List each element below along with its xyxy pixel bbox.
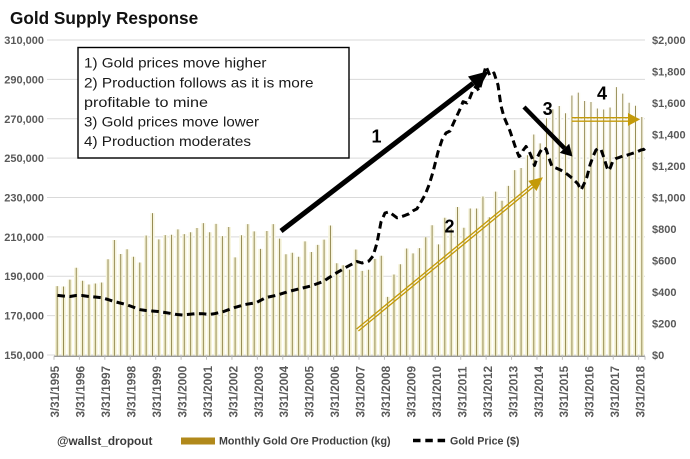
svg-text:$1,000: $1,000 <box>652 193 686 205</box>
svg-text:3/31/2002: 3/31/2002 <box>227 366 240 418</box>
svg-text:$2,000: $2,000 <box>652 35 686 47</box>
svg-text:310,000: 310,000 <box>4 35 44 47</box>
svg-text:3/31/1995: 3/31/1995 <box>49 365 62 417</box>
svg-text:3/31/2009: 3/31/2009 <box>406 365 419 417</box>
svg-text:1: 1 <box>371 127 381 147</box>
svg-text:3/31/1996: 3/31/1996 <box>75 365 88 417</box>
svg-text:290,000: 290,000 <box>4 74 44 86</box>
svg-text:3/31/2007: 3/31/2007 <box>355 366 368 418</box>
svg-text:170,000: 170,000 <box>4 311 44 323</box>
svg-text:3/31/2006: 3/31/2006 <box>329 365 342 417</box>
svg-text:$1,200: $1,200 <box>652 161 686 173</box>
svg-text:3/31/2011: 3/31/2011 <box>456 366 469 417</box>
svg-text:3: 3 <box>543 99 553 119</box>
svg-text:$1,600: $1,600 <box>652 98 686 110</box>
svg-text:$1,800: $1,800 <box>652 67 686 79</box>
svg-text:$200: $200 <box>652 319 676 331</box>
svg-text:@wallst_dropout: @wallst_dropout <box>57 434 152 448</box>
svg-text:$800: $800 <box>652 224 676 236</box>
svg-text:profitable to mine: profitable to mine <box>84 94 208 110</box>
svg-text:3/31/2013: 3/31/2013 <box>507 365 520 417</box>
svg-text:4) Production moderates: 4) Production moderates <box>84 133 251 149</box>
svg-text:$0: $0 <box>652 350 664 362</box>
svg-text:2) Production follows as it is: 2) Production follows as it is more <box>84 74 314 90</box>
svg-text:3/31/2017: 3/31/2017 <box>609 366 622 418</box>
svg-text:3/31/2016: 3/31/2016 <box>584 365 597 417</box>
svg-text:190,000: 190,000 <box>4 271 44 283</box>
svg-text:250,000: 250,000 <box>4 153 44 165</box>
svg-text:1) Gold prices move higher: 1) Gold prices move higher <box>84 55 267 71</box>
svg-text:270,000: 270,000 <box>4 114 44 126</box>
svg-text:3/31/2008: 3/31/2008 <box>380 365 393 417</box>
svg-text:3/31/2018: 3/31/2018 <box>635 365 648 417</box>
svg-text:3/31/2014: 3/31/2014 <box>533 365 546 417</box>
svg-text:Gold Supply Response: Gold Supply Response <box>10 8 198 28</box>
svg-text:3/31/2004: 3/31/2004 <box>278 365 291 417</box>
svg-text:210,000: 210,000 <box>4 232 44 244</box>
svg-text:3/31/2000: 3/31/2000 <box>177 366 190 418</box>
svg-text:2: 2 <box>444 217 454 237</box>
svg-text:3/31/2015: 3/31/2015 <box>558 365 571 417</box>
svg-text:3/31/2001: 3/31/2001 <box>202 365 215 417</box>
svg-text:3/31/1999: 3/31/1999 <box>151 365 164 417</box>
svg-text:3/31/2005: 3/31/2005 <box>304 365 317 417</box>
svg-text:3/31/1997: 3/31/1997 <box>100 366 113 418</box>
svg-text:3/31/2010: 3/31/2010 <box>431 366 444 418</box>
svg-text:3/31/2012: 3/31/2012 <box>482 366 495 418</box>
svg-text:$1,400: $1,400 <box>652 130 686 142</box>
svg-text:Gold Price ($): Gold Price ($) <box>450 436 520 448</box>
svg-text:150,000: 150,000 <box>4 350 44 362</box>
svg-text:3) Gold prices move lower: 3) Gold prices move lower <box>84 114 259 130</box>
svg-text:$600: $600 <box>652 256 676 268</box>
svg-text:$400: $400 <box>652 287 676 299</box>
svg-text:Monthly Gold Ore Production (k: Monthly Gold Ore Production (kg) <box>219 436 391 448</box>
svg-text:3/31/2003: 3/31/2003 <box>253 365 266 417</box>
svg-text:3/31/1998: 3/31/1998 <box>126 365 139 417</box>
svg-text:4: 4 <box>597 84 607 104</box>
svg-text:230,000: 230,000 <box>4 193 44 205</box>
